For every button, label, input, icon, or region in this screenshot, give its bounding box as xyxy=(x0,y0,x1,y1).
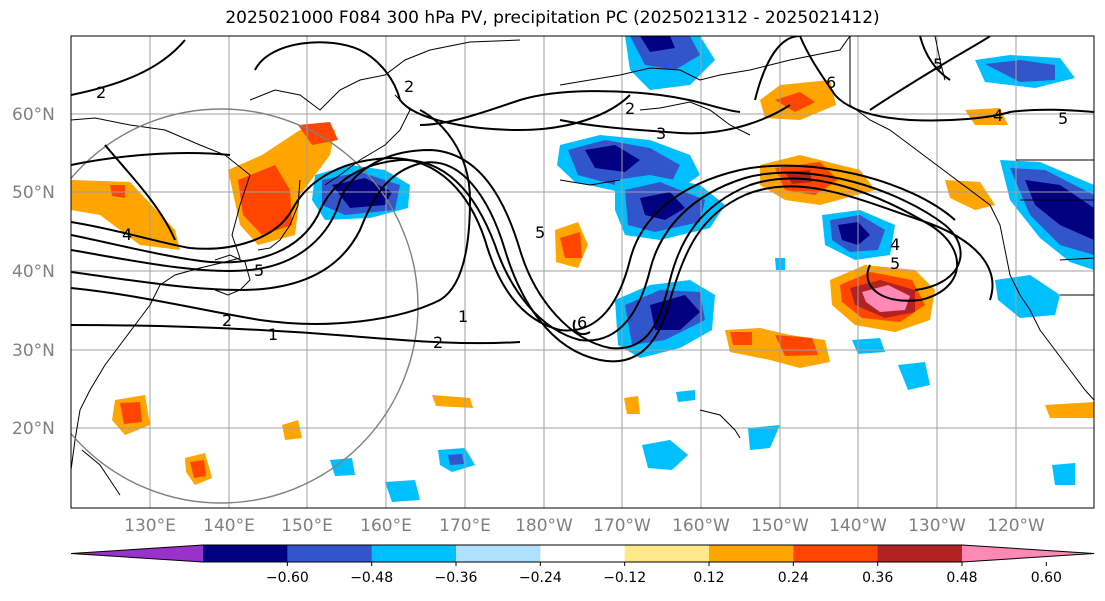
precip-blob xyxy=(448,454,464,465)
range-circle xyxy=(71,108,419,504)
contour-label: 5 xyxy=(535,223,545,242)
lon-label: 140°E xyxy=(203,516,255,536)
contour-label: 5 xyxy=(890,254,900,273)
colorbar-bin xyxy=(709,545,794,562)
precip-blob xyxy=(432,395,473,408)
colorbar-tick-label: 0.60 xyxy=(1031,570,1062,586)
lat-label: 50°N xyxy=(12,183,55,203)
contour-label: 2 xyxy=(625,99,635,118)
contour-label: 5 xyxy=(254,261,264,280)
precip-blob xyxy=(385,480,420,502)
contour-label: 4 xyxy=(890,235,900,254)
colorbar-tick-label: −0.12 xyxy=(603,570,646,586)
precip-blob xyxy=(1025,180,1094,240)
precip-blob xyxy=(775,335,818,356)
precip-blob xyxy=(282,420,302,440)
colorbar-extend-max xyxy=(962,545,1094,562)
lon-label: 180°W xyxy=(515,516,573,536)
colorbar-extend-min xyxy=(71,545,203,562)
precip-blob xyxy=(862,285,910,312)
graticule xyxy=(71,36,1094,508)
lat-label: 30°N xyxy=(12,341,55,361)
colorbar-outline xyxy=(70,544,1095,563)
contour-label: 5 xyxy=(1058,109,1068,128)
contour-label: 2 xyxy=(433,333,443,352)
precip-blob xyxy=(898,362,930,390)
lon-label: 120°W xyxy=(987,516,1045,536)
colorbar-tick-label: 0.12 xyxy=(693,570,724,586)
colorbar-bin xyxy=(371,545,457,562)
lon-label: 150°W xyxy=(751,516,809,536)
precip-blob xyxy=(985,60,1055,82)
lon-label: 160°W xyxy=(672,516,730,536)
lon-label: 160°E xyxy=(360,516,412,536)
lon-label: 140°W xyxy=(829,516,887,536)
lon-label: 170°W xyxy=(593,516,651,536)
precip-blob xyxy=(775,92,815,112)
precip-blob xyxy=(120,402,142,424)
contour-label: 2 xyxy=(96,83,106,102)
contour-label: 4 xyxy=(122,225,132,244)
precip-blob xyxy=(71,180,180,250)
precip-blob xyxy=(995,275,1060,318)
precip-blob xyxy=(238,165,292,235)
precip-blob xyxy=(330,458,355,476)
precip-blob xyxy=(560,232,582,258)
contour-label: 1 xyxy=(458,307,468,326)
contour-label: 6 xyxy=(577,313,587,332)
colorbar-tick-label: −0.60 xyxy=(266,570,309,586)
colorbar-bin xyxy=(203,545,288,562)
pv-contour-labels: 2 2 2 3 6 5 5 4 5 5 4 2 1 1 2 6 4 5 xyxy=(96,55,1068,352)
precip-blob xyxy=(624,396,640,414)
precip-blob xyxy=(190,460,206,478)
contour-label: 1 xyxy=(268,325,278,344)
plot-frame xyxy=(70,35,1095,509)
colorbar: −0.60 −0.48 −0.36 −0.24 −0.12 0.12 0.24 0.36 0.4… xyxy=(70,544,1095,586)
contour-label: 4 xyxy=(993,106,1003,125)
colorbar-tick-label: −0.48 xyxy=(350,570,393,586)
contour-label: 2 xyxy=(222,311,232,330)
colorbar-bin xyxy=(877,545,963,562)
colorbar-tick-label: −0.24 xyxy=(519,570,562,586)
precip-blob xyxy=(676,390,695,402)
contour-label: 5 xyxy=(933,55,943,74)
colorbar-bin xyxy=(456,545,541,562)
precip-blob xyxy=(640,36,675,52)
contour-label: 2 xyxy=(404,77,414,96)
precip-blob xyxy=(642,440,688,470)
colorbar-tick-label: 0.48 xyxy=(946,570,977,586)
lon-label: 170°E xyxy=(439,516,491,536)
lat-label: 20°N xyxy=(12,419,55,439)
colorbar-bin xyxy=(287,545,373,562)
latitude-labels: 60°N 50°N 40°N 30°N 20°N xyxy=(12,105,55,439)
longitude-labels: 130°E 140°E 150°E 160°E 170°E 180°W 170°… xyxy=(124,516,1045,536)
colorbar-bin xyxy=(540,545,626,562)
map-title: 2025021000 F084 300 hPa PV, precipitatio… xyxy=(225,8,880,28)
contour-label: 3 xyxy=(656,124,666,143)
contour-label: 6 xyxy=(826,73,836,92)
colorbar-bin xyxy=(624,545,710,562)
precip-blob xyxy=(838,222,870,245)
pv-contours xyxy=(71,36,1094,363)
precip-blob xyxy=(585,145,640,172)
colorbar-tick-label: 0.36 xyxy=(862,570,893,586)
lon-label: 150°E xyxy=(281,516,333,536)
lon-label: 130°W xyxy=(908,516,966,536)
plot-area xyxy=(71,36,1094,508)
colorbar-bin xyxy=(793,545,879,562)
precip-blob xyxy=(298,122,338,145)
precip-blob xyxy=(945,180,995,210)
colorbar-tick-label: 0.24 xyxy=(778,570,809,586)
lat-label: 60°N xyxy=(12,105,55,125)
colorbar-tick-label: −0.36 xyxy=(435,570,478,586)
lat-label: 40°N xyxy=(12,262,55,282)
precip-blob xyxy=(1052,463,1075,485)
precip-blob xyxy=(730,332,752,345)
precip-blob xyxy=(748,425,780,450)
precip-blob xyxy=(1045,402,1094,418)
lon-label: 130°E xyxy=(124,516,176,536)
